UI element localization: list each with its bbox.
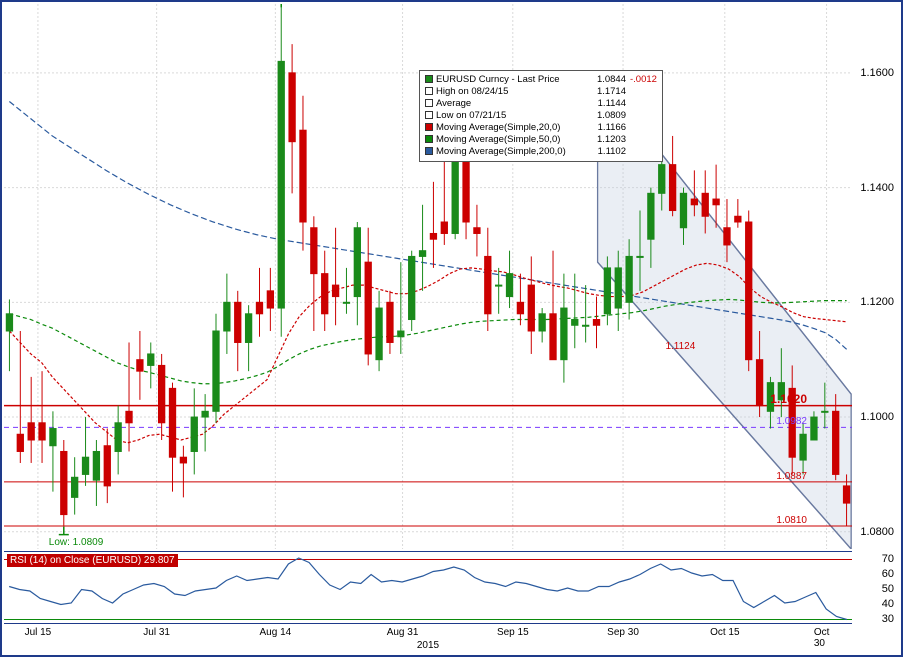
legend-label: Moving Average(Simple,50,0)	[436, 134, 586, 146]
legend-swatch	[425, 123, 433, 131]
legend-row: Moving Average(Simple,20,0)1.1166	[425, 122, 657, 134]
legend-row: Moving Average(Simple,50,0)1.1203	[425, 134, 657, 146]
h-line-label: 1.1020	[770, 392, 807, 406]
legend-change: -.0012	[630, 74, 657, 86]
rsi-panel[interactable]: RSI (14) on Close (EURUSD) 29.807	[4, 551, 852, 626]
y-tick-label: 1.1000	[860, 411, 894, 423]
legend-label: High on 08/24/15	[436, 86, 586, 98]
price-label-1.1124: 1.1124	[665, 341, 695, 352]
legend-row: High on 08/24/151.1714	[425, 86, 657, 98]
h-line-label: 1.0887	[776, 471, 807, 482]
x-axis: 2015 Jul 15 Jul 31 Aug 14 Aug 31 Sep 15 Sep 3…	[4, 623, 852, 653]
x-tick-label: Jul 15	[25, 627, 52, 638]
legend-label: Moving Average(Simple,20,0)	[436, 122, 586, 134]
rsi-title: RSI (14) on Close (EURUSD) 29.807	[7, 554, 178, 567]
x-tick-label: Aug 14	[260, 627, 292, 638]
x-tick-label: Sep 15	[497, 627, 529, 638]
legend-label: Low on 07/21/15	[436, 110, 586, 122]
rsi-y-tick-label: 40	[882, 598, 894, 610]
legend-label: EURUSD Curncy - Last Price	[436, 74, 586, 86]
rsi-y-axis: 30 40 50 60 70	[849, 551, 899, 626]
legend-value: 1.0809	[586, 110, 626, 122]
legend-swatch	[425, 135, 433, 143]
legend-row: EURUSD Curncy - Last Price1.0844 -.0012	[425, 74, 657, 86]
legend-value: 1.0844	[586, 74, 626, 86]
legend-swatch	[425, 99, 433, 107]
x-axis-year-label: 2015	[417, 640, 439, 651]
legend-row: Moving Average(Simple,200,0)1.1102	[425, 146, 657, 158]
legend-label: Average	[436, 98, 586, 110]
rsi-y-tick-label: 60	[882, 568, 894, 580]
y-tick-label: 1.1600	[860, 67, 894, 79]
chart-container: Hi: 1.1714 Low: 1.0809 1.1124 1.10201.09…	[0, 0, 903, 657]
legend-swatch	[425, 75, 433, 83]
legend-value: 1.1714	[586, 86, 626, 98]
h-line-label: 1.0982	[776, 416, 807, 427]
y-tick-label: 1.0800	[860, 526, 894, 538]
x-tick-label: Aug 31	[387, 627, 419, 638]
legend-value: 1.1102	[586, 146, 626, 158]
legend-row: Low on 07/21/151.0809	[425, 110, 657, 122]
rsi-y-tick-label: 50	[882, 583, 894, 595]
low-marker-label: Low: 1.0809	[49, 537, 104, 548]
x-tick-label: Sep 30	[607, 627, 639, 638]
legend-row: Average1.1144	[425, 98, 657, 110]
x-tick-label: Oct 15	[710, 627, 739, 638]
y-tick-label: 1.1200	[860, 296, 894, 308]
legend-value: 1.1144	[586, 98, 626, 110]
rsi-y-tick-label: 70	[882, 553, 894, 565]
legend-swatch	[425, 111, 433, 119]
legend-box: EURUSD Curncy - Last Price1.0844-.0012Hi…	[419, 70, 663, 162]
legend-swatch	[425, 147, 433, 155]
rsi-y-tick-label: 30	[882, 613, 894, 625]
y-tick-label: 1.1400	[860, 182, 894, 194]
legend-label: Moving Average(Simple,200,0)	[436, 146, 586, 158]
h-line-label: 1.0810	[776, 515, 807, 526]
x-tick-label: Jul 31	[143, 627, 170, 638]
main-chart-area[interactable]: Hi: 1.1714 Low: 1.0809 1.1124 1.10201.09…	[4, 4, 852, 549]
legend-value: 1.1166	[586, 122, 626, 134]
y-axis-right: 1.0800 1.1000 1.1200 1.1400 1.1600	[849, 4, 899, 549]
legend-swatch	[425, 87, 433, 95]
x-tick-label: Oct 30	[814, 627, 839, 649]
legend-value: 1.1203	[586, 134, 626, 146]
